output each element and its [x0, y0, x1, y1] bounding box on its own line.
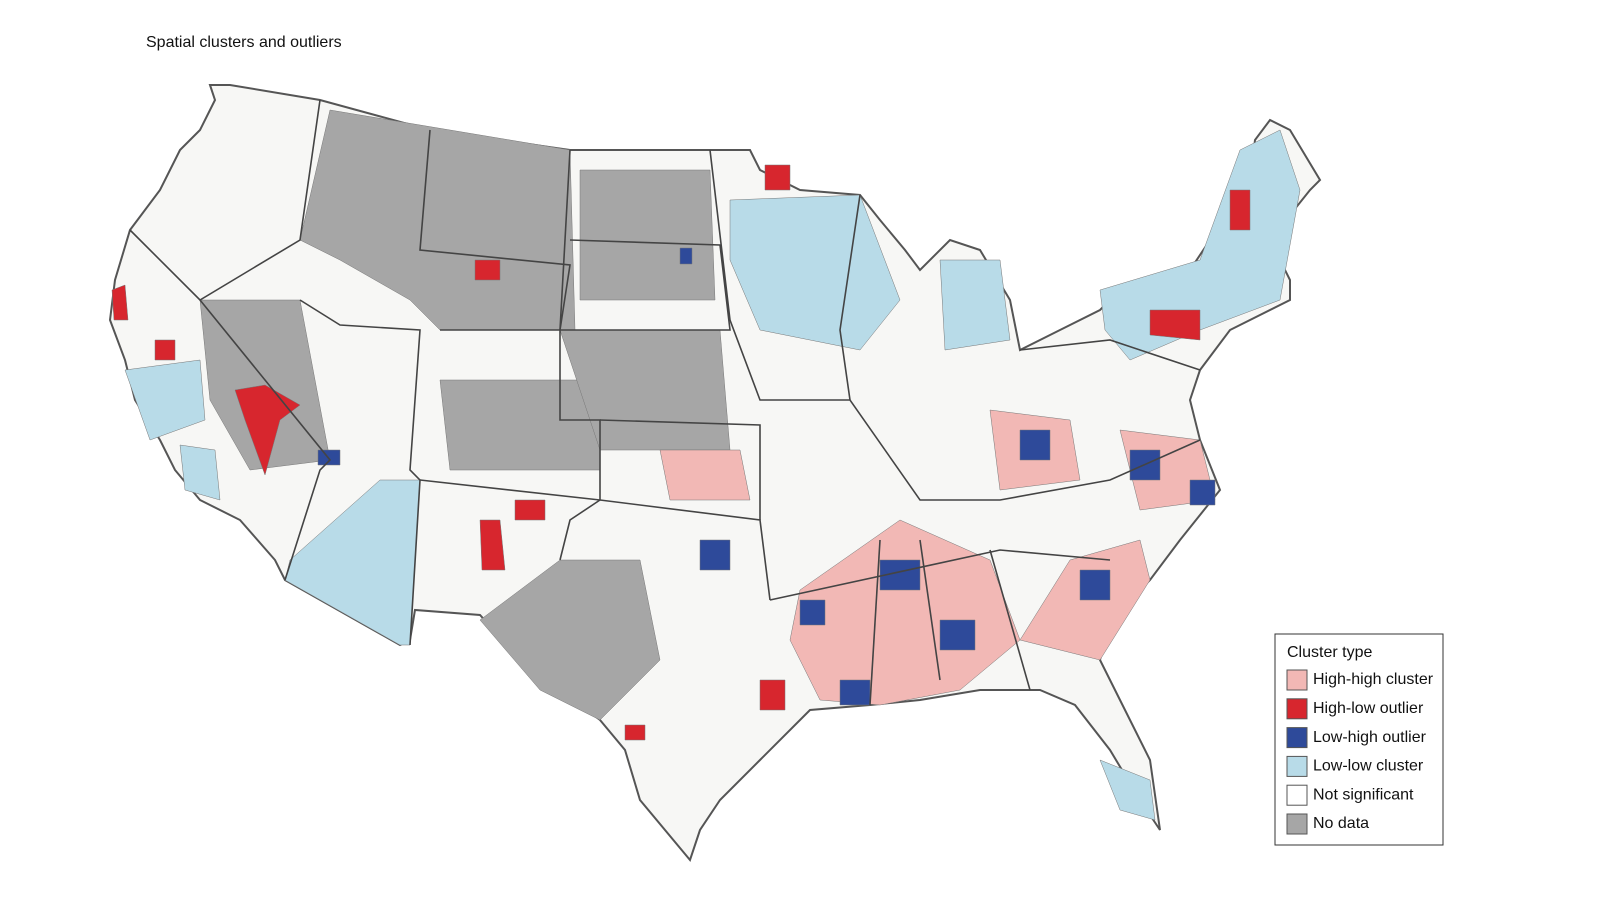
high-low-area: [764, 164, 791, 191]
legend-swatch: [1286, 755, 1308, 777]
state-border: [1019, 339, 1201, 371]
no-data-area: [299, 109, 576, 331]
low-low-area: [1099, 759, 1156, 821]
map-title: Spatial clusters and outliers: [146, 34, 342, 51]
no-data-area: [439, 379, 601, 471]
high-low-area: [1149, 309, 1201, 341]
legend-swatch: [1286, 669, 1308, 691]
low-high-area: [699, 539, 731, 571]
high-low-area: [154, 339, 176, 361]
legend-swatch: [1286, 784, 1308, 806]
state-border: [839, 194, 861, 401]
us-map: [108, 84, 1322, 863]
high-low-area: [111, 284, 129, 321]
state-border: [199, 299, 332, 581]
legend-label: Not significant: [1313, 786, 1414, 803]
high-low-area: [1229, 189, 1251, 231]
legend-title: Cluster type: [1287, 644, 1372, 661]
high-low-area: [479, 519, 506, 571]
legend-swatch: [1286, 727, 1308, 749]
low-high-area: [1019, 429, 1051, 461]
state-border: [419, 129, 571, 331]
high-low-area: [759, 679, 786, 711]
legend-label: High-low outlier: [1313, 700, 1424, 717]
legend-swatch: [1286, 813, 1308, 835]
low-high-area: [1189, 479, 1216, 506]
high-low-area: [624, 724, 646, 741]
low-low-area: [179, 444, 221, 501]
high-high-area: [789, 519, 1021, 706]
low-high-area: [317, 449, 341, 466]
low-high-area: [799, 599, 826, 626]
legend-swatch: [1286, 698, 1308, 720]
low-high-area: [939, 619, 976, 651]
low-high-area: [839, 679, 871, 706]
state-borders: [129, 99, 1201, 706]
legend-items: High-high cluster High-low outlier Low-hig…: [1286, 669, 1434, 835]
high-low-area: [514, 499, 546, 521]
legend-label: No data: [1313, 815, 1369, 832]
legend: Cluster type High-high cluster High-low o…: [1274, 633, 1444, 846]
high-high-area: [659, 449, 751, 501]
state-border: [129, 99, 321, 302]
no-data-area: [579, 169, 716, 301]
state-border: [599, 419, 761, 520]
low-low-area: [124, 359, 206, 441]
low-low-area: [1099, 129, 1301, 361]
legend-label: Low-low cluster: [1313, 758, 1424, 775]
high-low-area: [234, 384, 301, 476]
state-border: [869, 539, 881, 706]
low-low-area: [939, 259, 1011, 351]
low-high-area: [1079, 569, 1111, 601]
low-high-area: [879, 559, 921, 591]
high-low-area: [474, 259, 501, 281]
state-border: [709, 149, 1201, 501]
state-border: [419, 479, 771, 601]
legend-label: High-high cluster: [1313, 671, 1434, 688]
state-border: [769, 549, 1111, 601]
state-border: [560, 239, 731, 331]
legend-label: Low-high outlier: [1313, 729, 1427, 746]
low-high-area: [679, 247, 693, 265]
state-border: [989, 549, 1031, 691]
state-border: [919, 539, 941, 681]
state-border: [299, 299, 421, 646]
